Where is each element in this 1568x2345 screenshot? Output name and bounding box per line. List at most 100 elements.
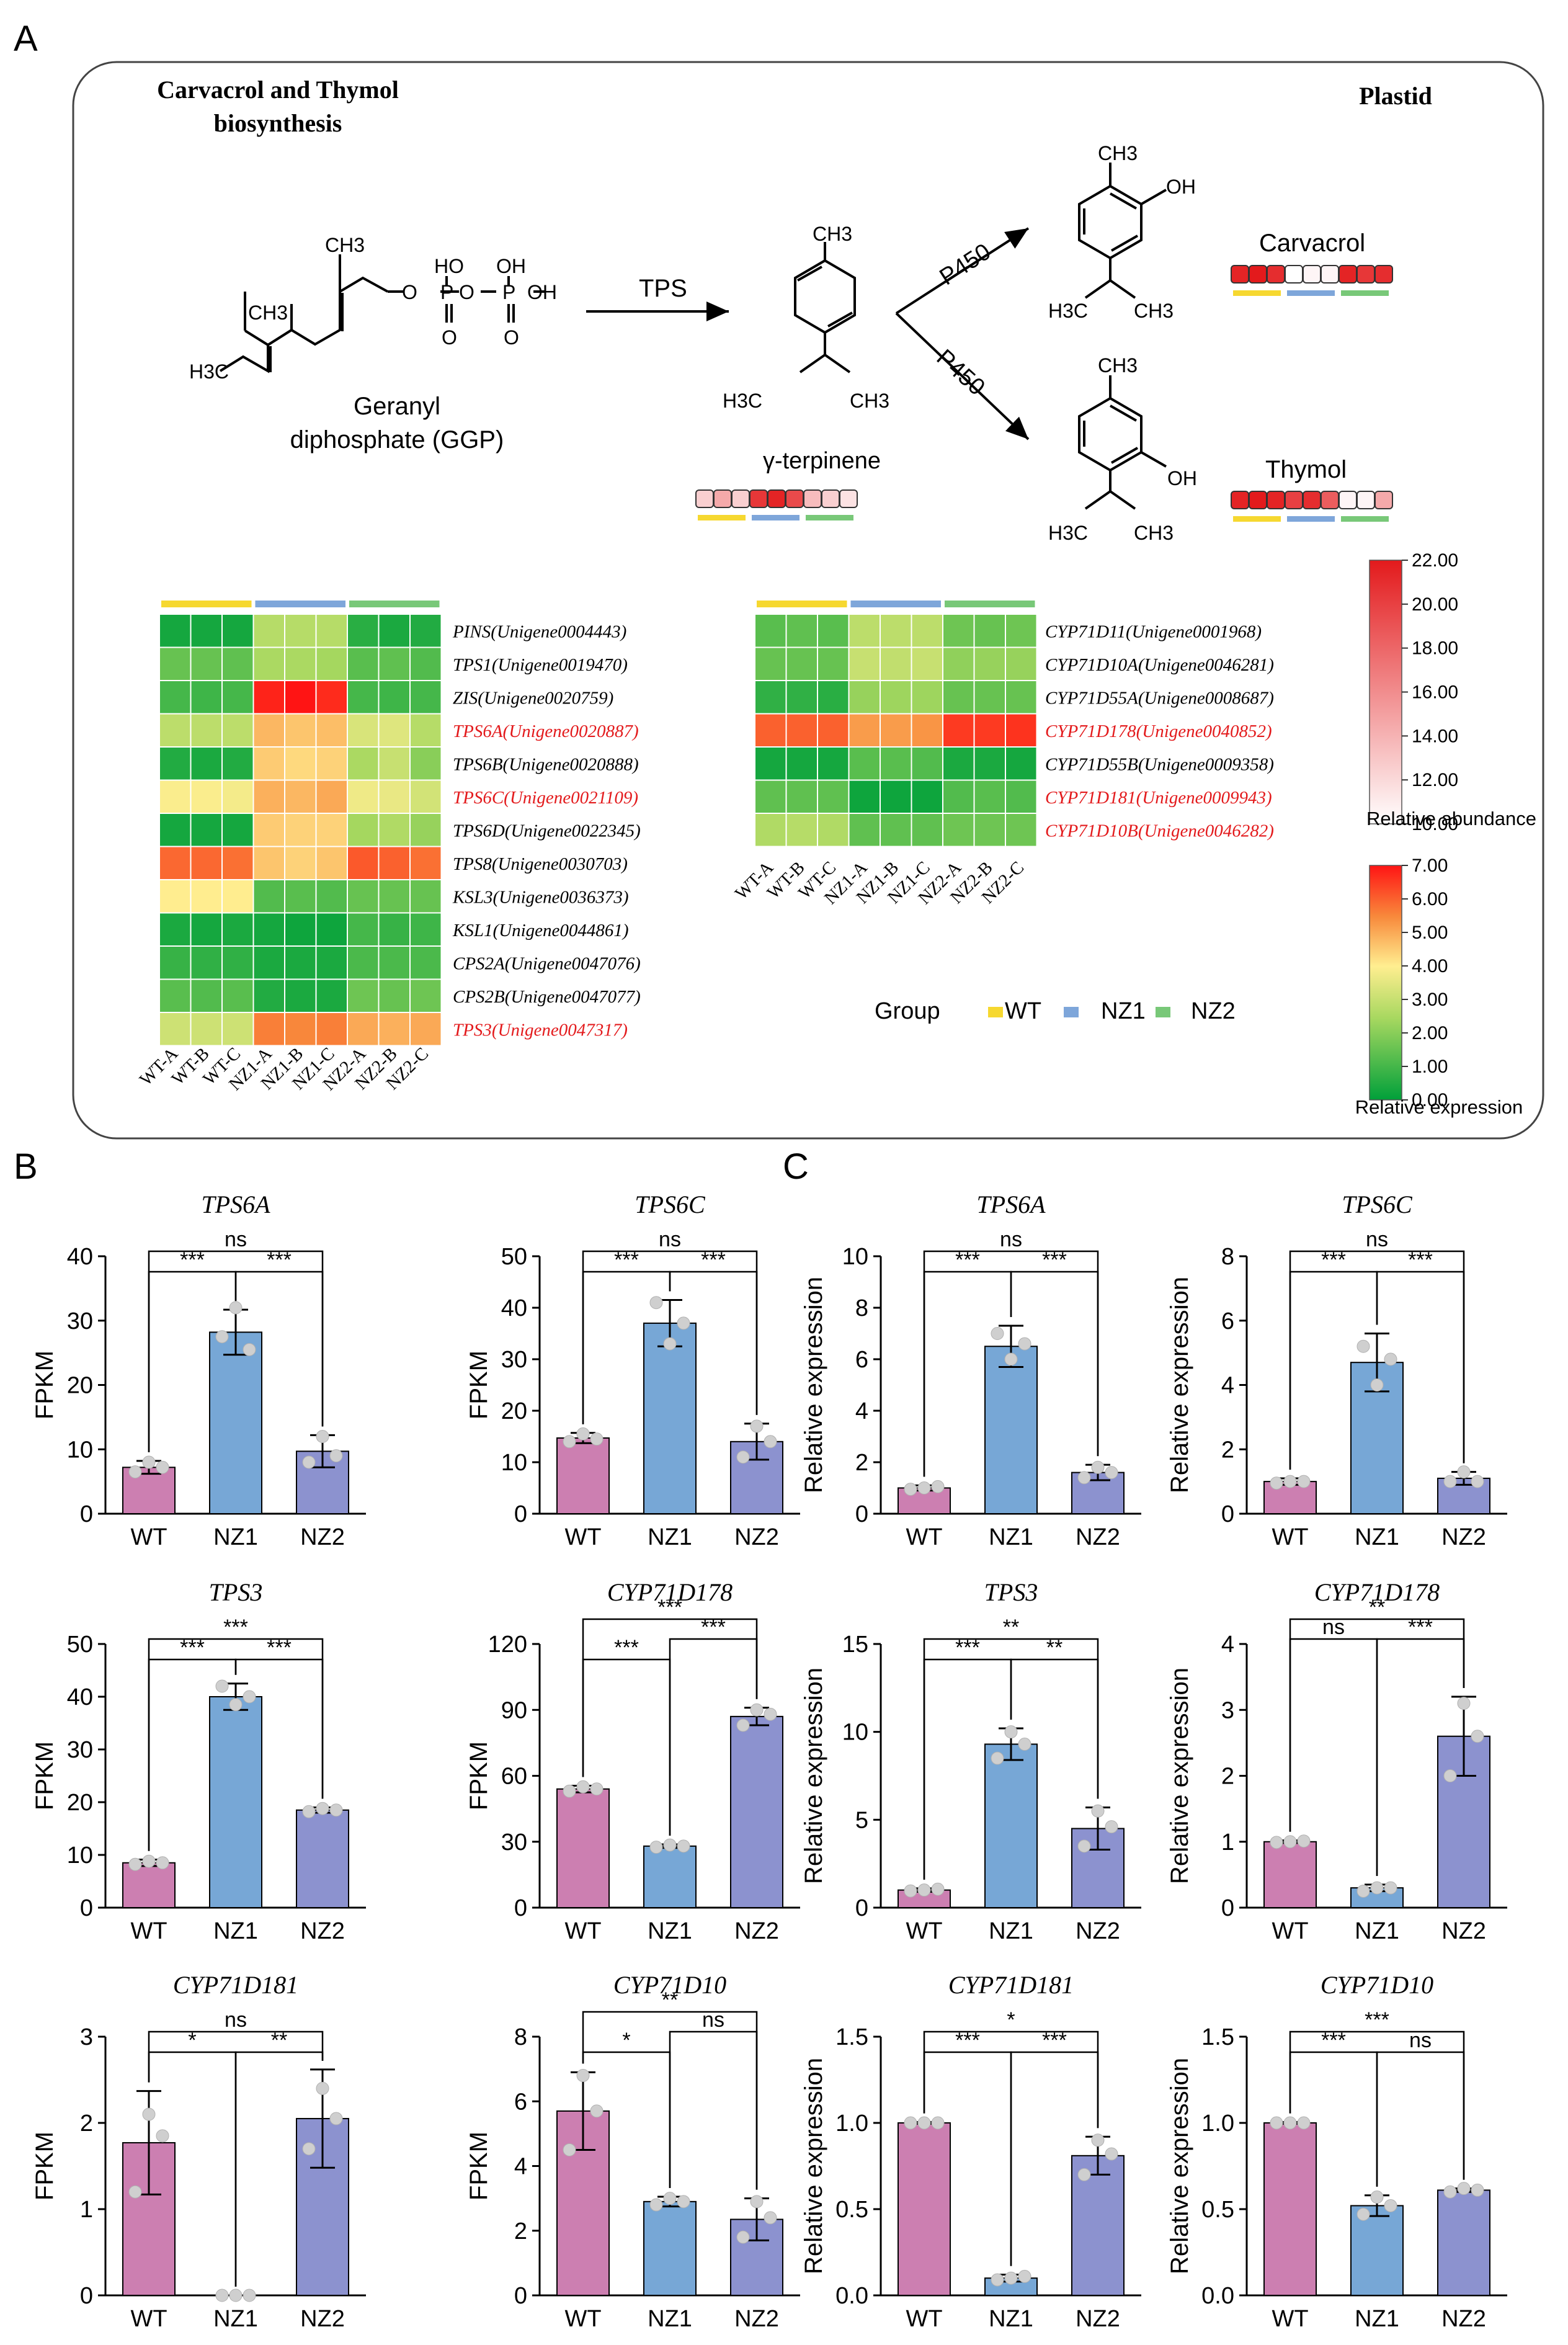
heatmap-cell [942,614,975,648]
data-point [316,1802,329,1815]
heatmap-cell [409,1012,442,1047]
heatmap-row-label: CYP71D55A(Unigene0008687) [1045,688,1274,708]
abundance-cell [1231,491,1249,509]
y-tick-label: 10 [67,1437,93,1463]
x-tick-label: NZ2 [1076,2306,1120,2332]
data-point [215,1330,229,1344]
heatmap-cell [284,813,317,847]
heatmap-cell [190,713,223,748]
heatmap-cell [159,746,192,781]
data-point [736,1450,750,1464]
heatmap-cell [1005,614,1038,648]
heatmap-row-label: CYP71D11(Unigene0001968) [1045,622,1262,641]
heatmap-cell [848,779,881,814]
atom-ch3-1: CH3 [248,302,288,324]
heatmap-cell [378,978,411,1013]
data-point [1370,1378,1384,1391]
data-point [563,1784,576,1798]
abundance-cell [1267,491,1285,509]
y-tick-label: 20 [67,1790,93,1816]
data-point [649,2198,663,2212]
y-tick-label: 120 [488,1632,527,1658]
significance-label: *** [1321,1248,1346,1272]
abundance-cell [839,489,858,508]
heatmap-cell [284,779,317,814]
heatmap-cell [190,1012,223,1047]
heatmap-group-bar [255,601,345,607]
heatmap-cell [848,813,881,847]
colorbar-tick-label: 20.00 [1412,594,1458,615]
data-point [917,2116,931,2130]
heatmap-row-label: TPS8(Unigene0030703) [453,854,628,874]
chart-title: CYP71D10 [1321,1971,1433,1999]
data-point [563,2143,576,2156]
heatmap-cell [973,646,1006,681]
abundance-cell [785,489,804,508]
abundance-scale: 10.00 12.00 14.00 16.00 18.00 20.00 22.00 Rela… [1366,550,1536,834]
heatmap-cell [252,614,285,648]
data-point [677,2195,690,2209]
colorbar-tick-label: 7.00 [1412,855,1448,876]
data-point [1471,1730,1484,1743]
bar-chart: 0.0 0.5 1.0 1.5 Relative expression WT NZ1 NZ2 *… [800,1971,1141,2332]
group-bar [1287,290,1335,296]
group-bar [806,515,853,520]
y-tick-label: 1 [1221,1829,1234,1856]
heatmap-cell [409,614,442,648]
significance-label: ns [659,1228,681,1251]
bar [122,1862,176,1908]
y-tick-label: 0 [1221,1501,1234,1527]
significance-label: *** [267,1636,292,1659]
carvacrol-structure [1078,163,1167,299]
heatmap-cell [378,680,411,715]
heatmap-cell [1005,713,1038,748]
abundance-cell [695,489,714,508]
heatmap-cell [347,680,380,715]
x-tick-label: NZ2 [300,1918,345,1944]
y-axis-label: FPKM [31,1351,58,1419]
data-point [1004,1725,1018,1739]
heatmap-cell [378,945,411,980]
data-point [1297,2116,1311,2130]
heatmap-cell [911,614,943,648]
abundance-scale-label: Relative abundance [1366,808,1536,829]
y-tick-label: 10 [842,1720,868,1746]
heatmap-cell [973,779,1006,814]
data-point [764,1435,777,1449]
terpinene-ch3: CH3 [813,223,852,245]
significance-bracket [582,2011,758,2190]
heatmap-cell [159,879,192,914]
heatmap-cell [848,680,881,715]
data-point [1283,1835,1297,1849]
y-axis-label: Relative expression [800,1668,827,1884]
heatmap-cell [378,1012,411,1047]
data-point [1370,1881,1384,1895]
heatmap-row-label: TPS6A(Unigene0020887) [453,721,639,741]
heatmap-cell [221,713,254,748]
x-tick-label: NZ1 [648,1524,692,1550]
data-point [243,1342,256,1356]
heatmap-cell [315,1012,348,1047]
heatmap-row-label: CYP71D10A(Unigene0046281) [1045,655,1274,675]
y-tick-label: 6 [514,2089,527,2115]
y-tick-label: 0 [80,2283,93,2309]
abundance-cell [1339,491,1357,509]
heatmap-cell [315,912,348,947]
heatmap-group-bar [349,601,440,607]
significance-bracket [148,1638,324,1851]
x-tick-label: NZ2 [1441,2306,1486,2332]
terpinene-ch3-2: CH3 [850,390,889,412]
abundance-cell [767,489,786,508]
significance-label: * [622,2029,630,2052]
data-point [750,1419,764,1433]
significance-label: ns [1000,1228,1022,1251]
heatmap-cell [785,713,818,748]
heatmap-row-label: CYP71D181(Unigene0009943) [1045,788,1272,808]
data-point [156,2129,169,2143]
group-legend: Group WT NZ1 NZ2 [875,998,1236,1024]
bar [556,1437,610,1514]
atom-p-2: P [502,281,515,303]
heatmap-cell [754,614,787,648]
heatmap-cell [221,680,254,715]
significance-label: *** [614,1636,639,1659]
